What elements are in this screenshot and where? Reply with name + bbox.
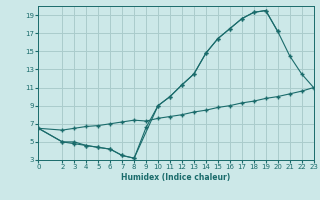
X-axis label: Humidex (Indice chaleur): Humidex (Indice chaleur)	[121, 173, 231, 182]
